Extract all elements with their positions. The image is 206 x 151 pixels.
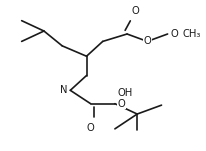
Text: O: O xyxy=(86,123,94,133)
Text: N: N xyxy=(60,85,68,95)
Text: O: O xyxy=(117,99,124,109)
Text: O: O xyxy=(169,29,177,39)
Text: O: O xyxy=(143,36,150,46)
Text: CH₃: CH₃ xyxy=(182,29,200,39)
Text: O: O xyxy=(131,6,138,16)
Text: OH: OH xyxy=(117,88,132,98)
